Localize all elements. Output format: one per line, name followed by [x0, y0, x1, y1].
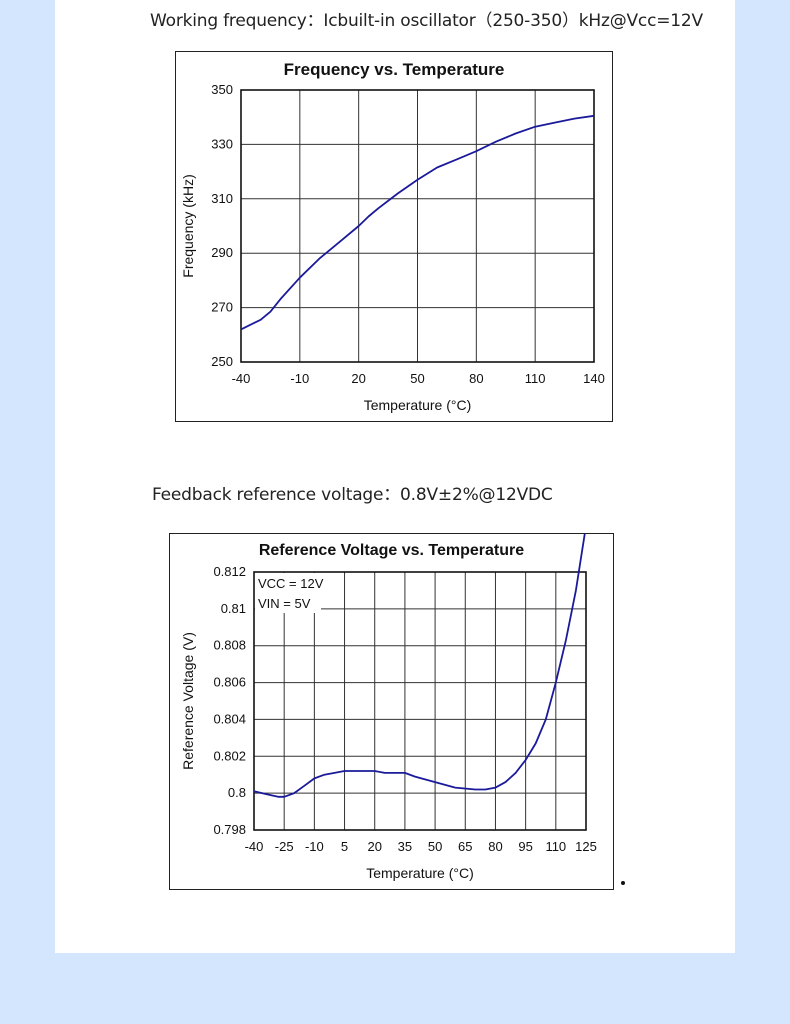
x-tick-label: -25 [275, 839, 294, 854]
x-tick-label: 20 [367, 839, 381, 854]
plot-border [240, 89, 595, 363]
x-tick-label: 80 [469, 371, 483, 386]
x-tick-label: -40 [245, 839, 264, 854]
y-tick-label: 0.808 [213, 638, 246, 653]
y-axis-label: Frequency (kHz) [180, 174, 196, 277]
x-tick-label: 110 [525, 371, 546, 386]
annotation-box [255, 573, 321, 613]
y-tick-label: 0.802 [213, 748, 246, 763]
x-tick-label: 95 [518, 839, 532, 854]
voltage-chart: Reference Voltage vs. Temperature -40 -25… [169, 533, 614, 890]
frequency-caption: Working frequency：Icbuilt-in oscillator（… [150, 11, 703, 31]
x-tick-label: 20 [351, 371, 365, 386]
y-tick-label: 0.806 [213, 675, 246, 690]
y-tick-label: 310 [211, 191, 233, 206]
x-tick-label: 35 [398, 839, 412, 854]
series-line [240, 114, 595, 331]
x-tick-label: 50 [428, 839, 442, 854]
chart-title: Frequency vs. Temperature [283, 60, 505, 79]
x-tick-label: 110 [545, 839, 566, 854]
series-line [253, 534, 586, 798]
x-tick-label: 80 [488, 839, 502, 854]
chart-title: Reference Voltage vs. Temperature [258, 542, 525, 559]
x-axis-label: Temperature (°C) [364, 397, 472, 413]
frequency-plot: -40 -10 20 50 80 110 140 250 270 290 310 330 350 Temp… [180, 82, 605, 413]
y-tick-label: 250 [211, 354, 233, 369]
plot-border [253, 571, 587, 831]
x-tick-label: 140 [583, 371, 605, 386]
y-tick-label: 0.804 [213, 711, 246, 726]
x-tick-label: 65 [458, 839, 472, 854]
y-tick-label: 0.8 [228, 785, 246, 800]
y-tick-label: 350 [211, 82, 233, 97]
frequency-chart: Frequency vs. Temperature -40 -10 20 50 80 11… [175, 51, 613, 422]
y-tick-label: 270 [211, 300, 233, 315]
x-tick-label: 50 [410, 371, 424, 386]
annotation-text: VIN = 5V [258, 596, 311, 611]
y-tick-label: 290 [211, 245, 233, 260]
x-tick-label: -10 [305, 839, 324, 854]
y-tick-label: 0.81 [221, 601, 246, 616]
x-axis-label: Temperature (°C) [366, 865, 474, 881]
annotation-text: VCC = 12V [258, 576, 324, 591]
bullet-dot [621, 881, 625, 885]
y-tick-label: 330 [211, 136, 233, 151]
y-tick-label: 0.812 [213, 564, 246, 579]
x-tick-label: -40 [232, 371, 251, 386]
voltage-plot: -40 -25 -10 5 20 35 50 65 80 95 110 125 0.798 0.8 0.80… [180, 534, 597, 881]
x-tick-label: -10 [290, 371, 309, 386]
x-tick-label: 5 [341, 839, 348, 854]
x-tick-label: 125 [575, 839, 597, 854]
y-axis-label: Reference Voltage (V) [180, 632, 196, 770]
voltage-caption: Feedback reference voltage：0.8V±2%@12VDC [152, 485, 553, 505]
y-tick-label: 0.798 [213, 822, 246, 837]
